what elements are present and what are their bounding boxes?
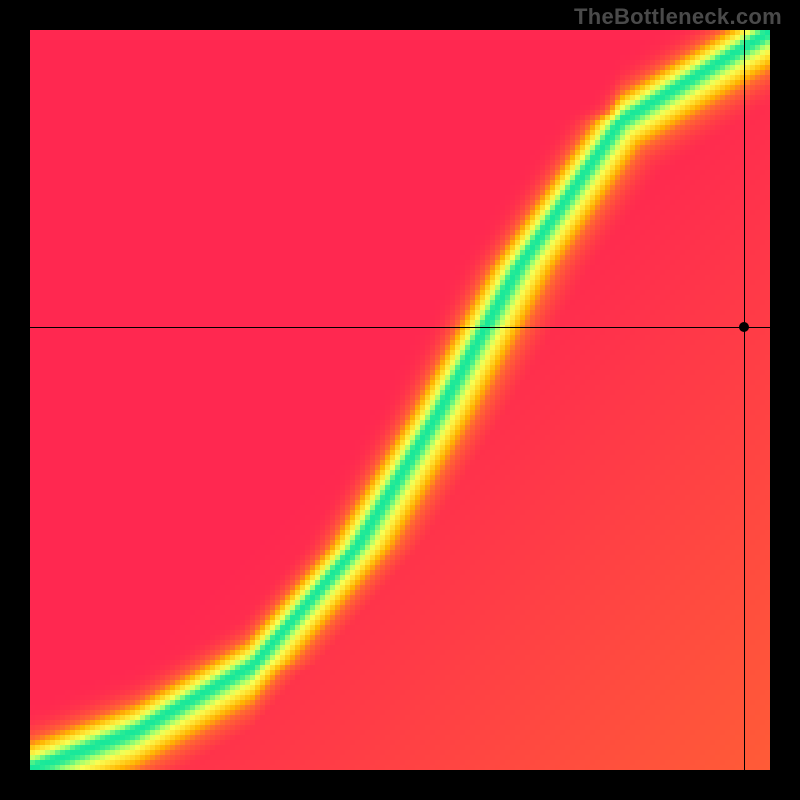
watermark-text: TheBottleneck.com [574,4,782,30]
marker-crosshair-horizontal [30,327,770,328]
heatmap-canvas [30,30,770,770]
marker-dot [739,322,749,332]
bottleneck-heatmap [30,30,770,770]
marker-crosshair-vertical [744,30,745,770]
